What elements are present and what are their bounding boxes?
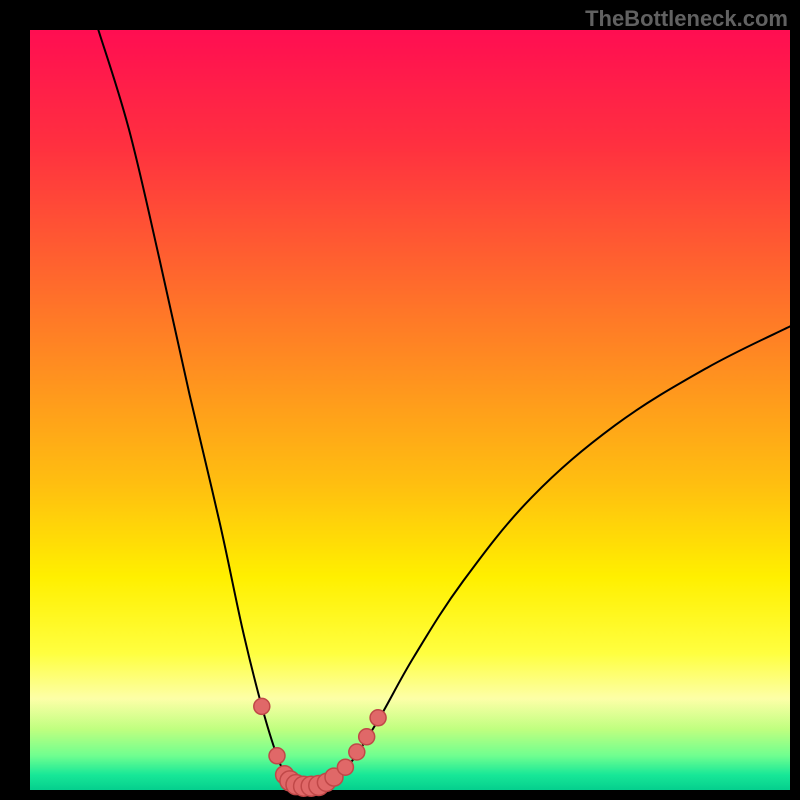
marker-point	[337, 759, 353, 775]
marker-point	[254, 698, 270, 714]
marker-point	[359, 729, 375, 745]
marker-point	[349, 744, 365, 760]
watermark-text: TheBottleneck.com	[585, 6, 788, 32]
curve-overlay	[0, 0, 800, 800]
chart-container: TheBottleneck.com	[0, 0, 800, 800]
marker-point	[269, 748, 285, 764]
marker-point	[370, 710, 386, 726]
curve-left-branch	[98, 30, 303, 788]
